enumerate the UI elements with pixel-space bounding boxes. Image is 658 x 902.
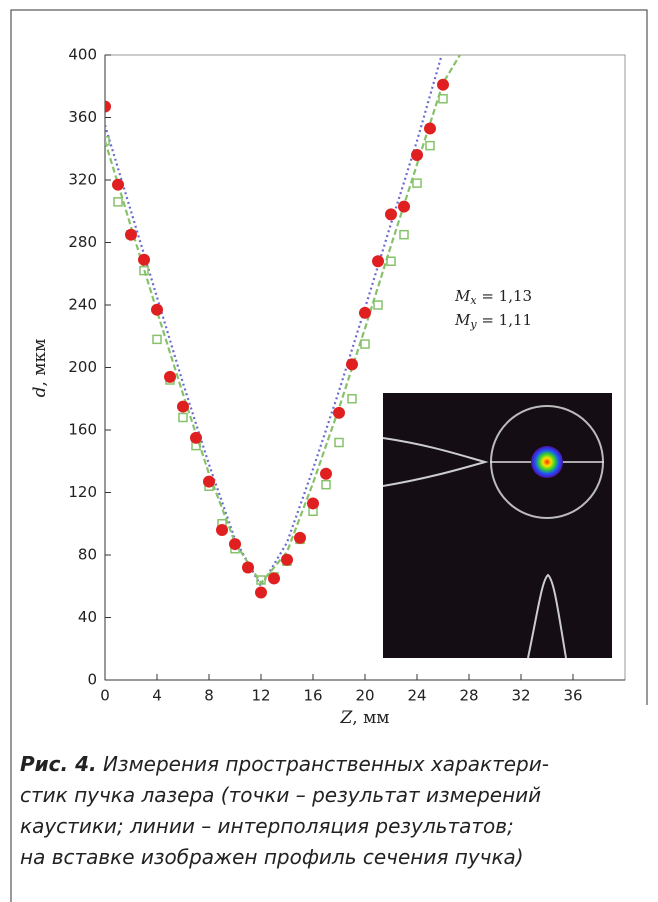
green-point <box>374 301 382 309</box>
x-axis-label: Z, мм <box>339 708 389 728</box>
x-tick-label: 4 <box>152 687 162 705</box>
y-label-symbol: d <box>30 386 50 397</box>
x-tick-label: 0 <box>100 687 110 705</box>
red-point <box>242 562 254 574</box>
red-point <box>203 476 215 488</box>
green-point <box>439 95 447 103</box>
page: Mx = 1,13 My = 1,11 Z, мм d, мкм Рис. 4. … <box>0 0 658 902</box>
annotation-text: = 1,11 <box>477 311 533 329</box>
y-tick-label: 360 <box>68 108 97 126</box>
caption-label: Рис. 4. <box>20 752 97 776</box>
y-tick-label: 400 <box>68 46 97 64</box>
green-point <box>322 481 330 489</box>
green-point <box>361 340 369 348</box>
y-tick-label: 80 <box>78 546 97 564</box>
red-point <box>255 587 267 599</box>
red-point <box>398 201 410 213</box>
x-tick-label: 8 <box>204 687 214 705</box>
y-axis-label: d, мкм <box>30 339 50 398</box>
red-point <box>437 79 449 91</box>
red-point <box>333 407 345 419</box>
red-point <box>268 572 280 584</box>
annotations: Mx = 1,13 My = 1,11 <box>454 287 532 331</box>
caption-line: каустики; линии – интерполяция результат… <box>20 814 514 838</box>
red-point <box>229 538 241 550</box>
red-point <box>307 497 319 509</box>
green-point <box>400 231 408 239</box>
y-tick-label: 160 <box>68 421 97 439</box>
annotation-symbol: M <box>454 287 471 305</box>
y-tick-label: 240 <box>68 296 97 314</box>
figure: Mx = 1,13 My = 1,11 Z, мм d, мкм Рис. 4. … <box>0 0 658 902</box>
red-point <box>294 532 306 544</box>
green-point <box>335 439 343 447</box>
caption-line: на вставке изображен профиль сечения пуч… <box>20 845 524 869</box>
caption-text: Измерения пространственных характери- <box>97 752 549 776</box>
green-point <box>348 395 356 403</box>
annotation-text: = 1,13 <box>477 287 533 305</box>
red-point <box>125 229 137 241</box>
caption-line: стик пучка лазера (точки – результат изм… <box>20 783 541 807</box>
x-tick-label: 28 <box>459 687 478 705</box>
green-point <box>426 142 434 150</box>
annotation: My = 1,11 <box>454 311 532 331</box>
x-tick-label: 12 <box>251 687 270 705</box>
x-tick-label: 16 <box>303 687 322 705</box>
red-point <box>359 307 371 319</box>
x-tick-label: 24 <box>407 687 426 705</box>
red-point <box>385 208 397 220</box>
red-point <box>151 304 163 316</box>
x-tick-label: 32 <box>511 687 530 705</box>
y-tick-label: 200 <box>68 358 97 376</box>
y-tick-label: 120 <box>68 483 97 501</box>
green-point <box>413 179 421 187</box>
red-point <box>372 255 384 267</box>
y-tick-label: 320 <box>68 171 97 189</box>
caption-line: Рис. 4. Измерения пространственных харак… <box>20 752 549 776</box>
red-point <box>216 524 228 536</box>
y-label-unit: , мкм <box>30 339 50 387</box>
y-tick-label: 0 <box>87 671 97 689</box>
red-point <box>411 149 423 161</box>
green-point <box>153 335 161 343</box>
red-point <box>177 401 189 413</box>
y-tick-label: 280 <box>68 233 97 251</box>
green-point <box>387 257 395 265</box>
red-point <box>320 468 332 480</box>
red-point <box>190 432 202 444</box>
x-label-unit: , мм <box>352 708 389 728</box>
x-tick-label: 20 <box>355 687 374 705</box>
red-point <box>164 371 176 383</box>
x-tick-label: 36 <box>563 687 582 705</box>
red-point <box>424 122 436 134</box>
red-point <box>99 101 111 113</box>
red-point <box>346 358 358 370</box>
green-point <box>114 198 122 206</box>
annotation: Mx = 1,13 <box>454 287 532 307</box>
y-tick-label: 40 <box>78 608 97 626</box>
annotation-symbol: M <box>454 311 471 329</box>
red-point <box>281 554 293 566</box>
inset-image <box>383 393 612 658</box>
green-point <box>179 414 187 422</box>
red-point <box>112 179 124 191</box>
red-point <box>138 254 150 266</box>
